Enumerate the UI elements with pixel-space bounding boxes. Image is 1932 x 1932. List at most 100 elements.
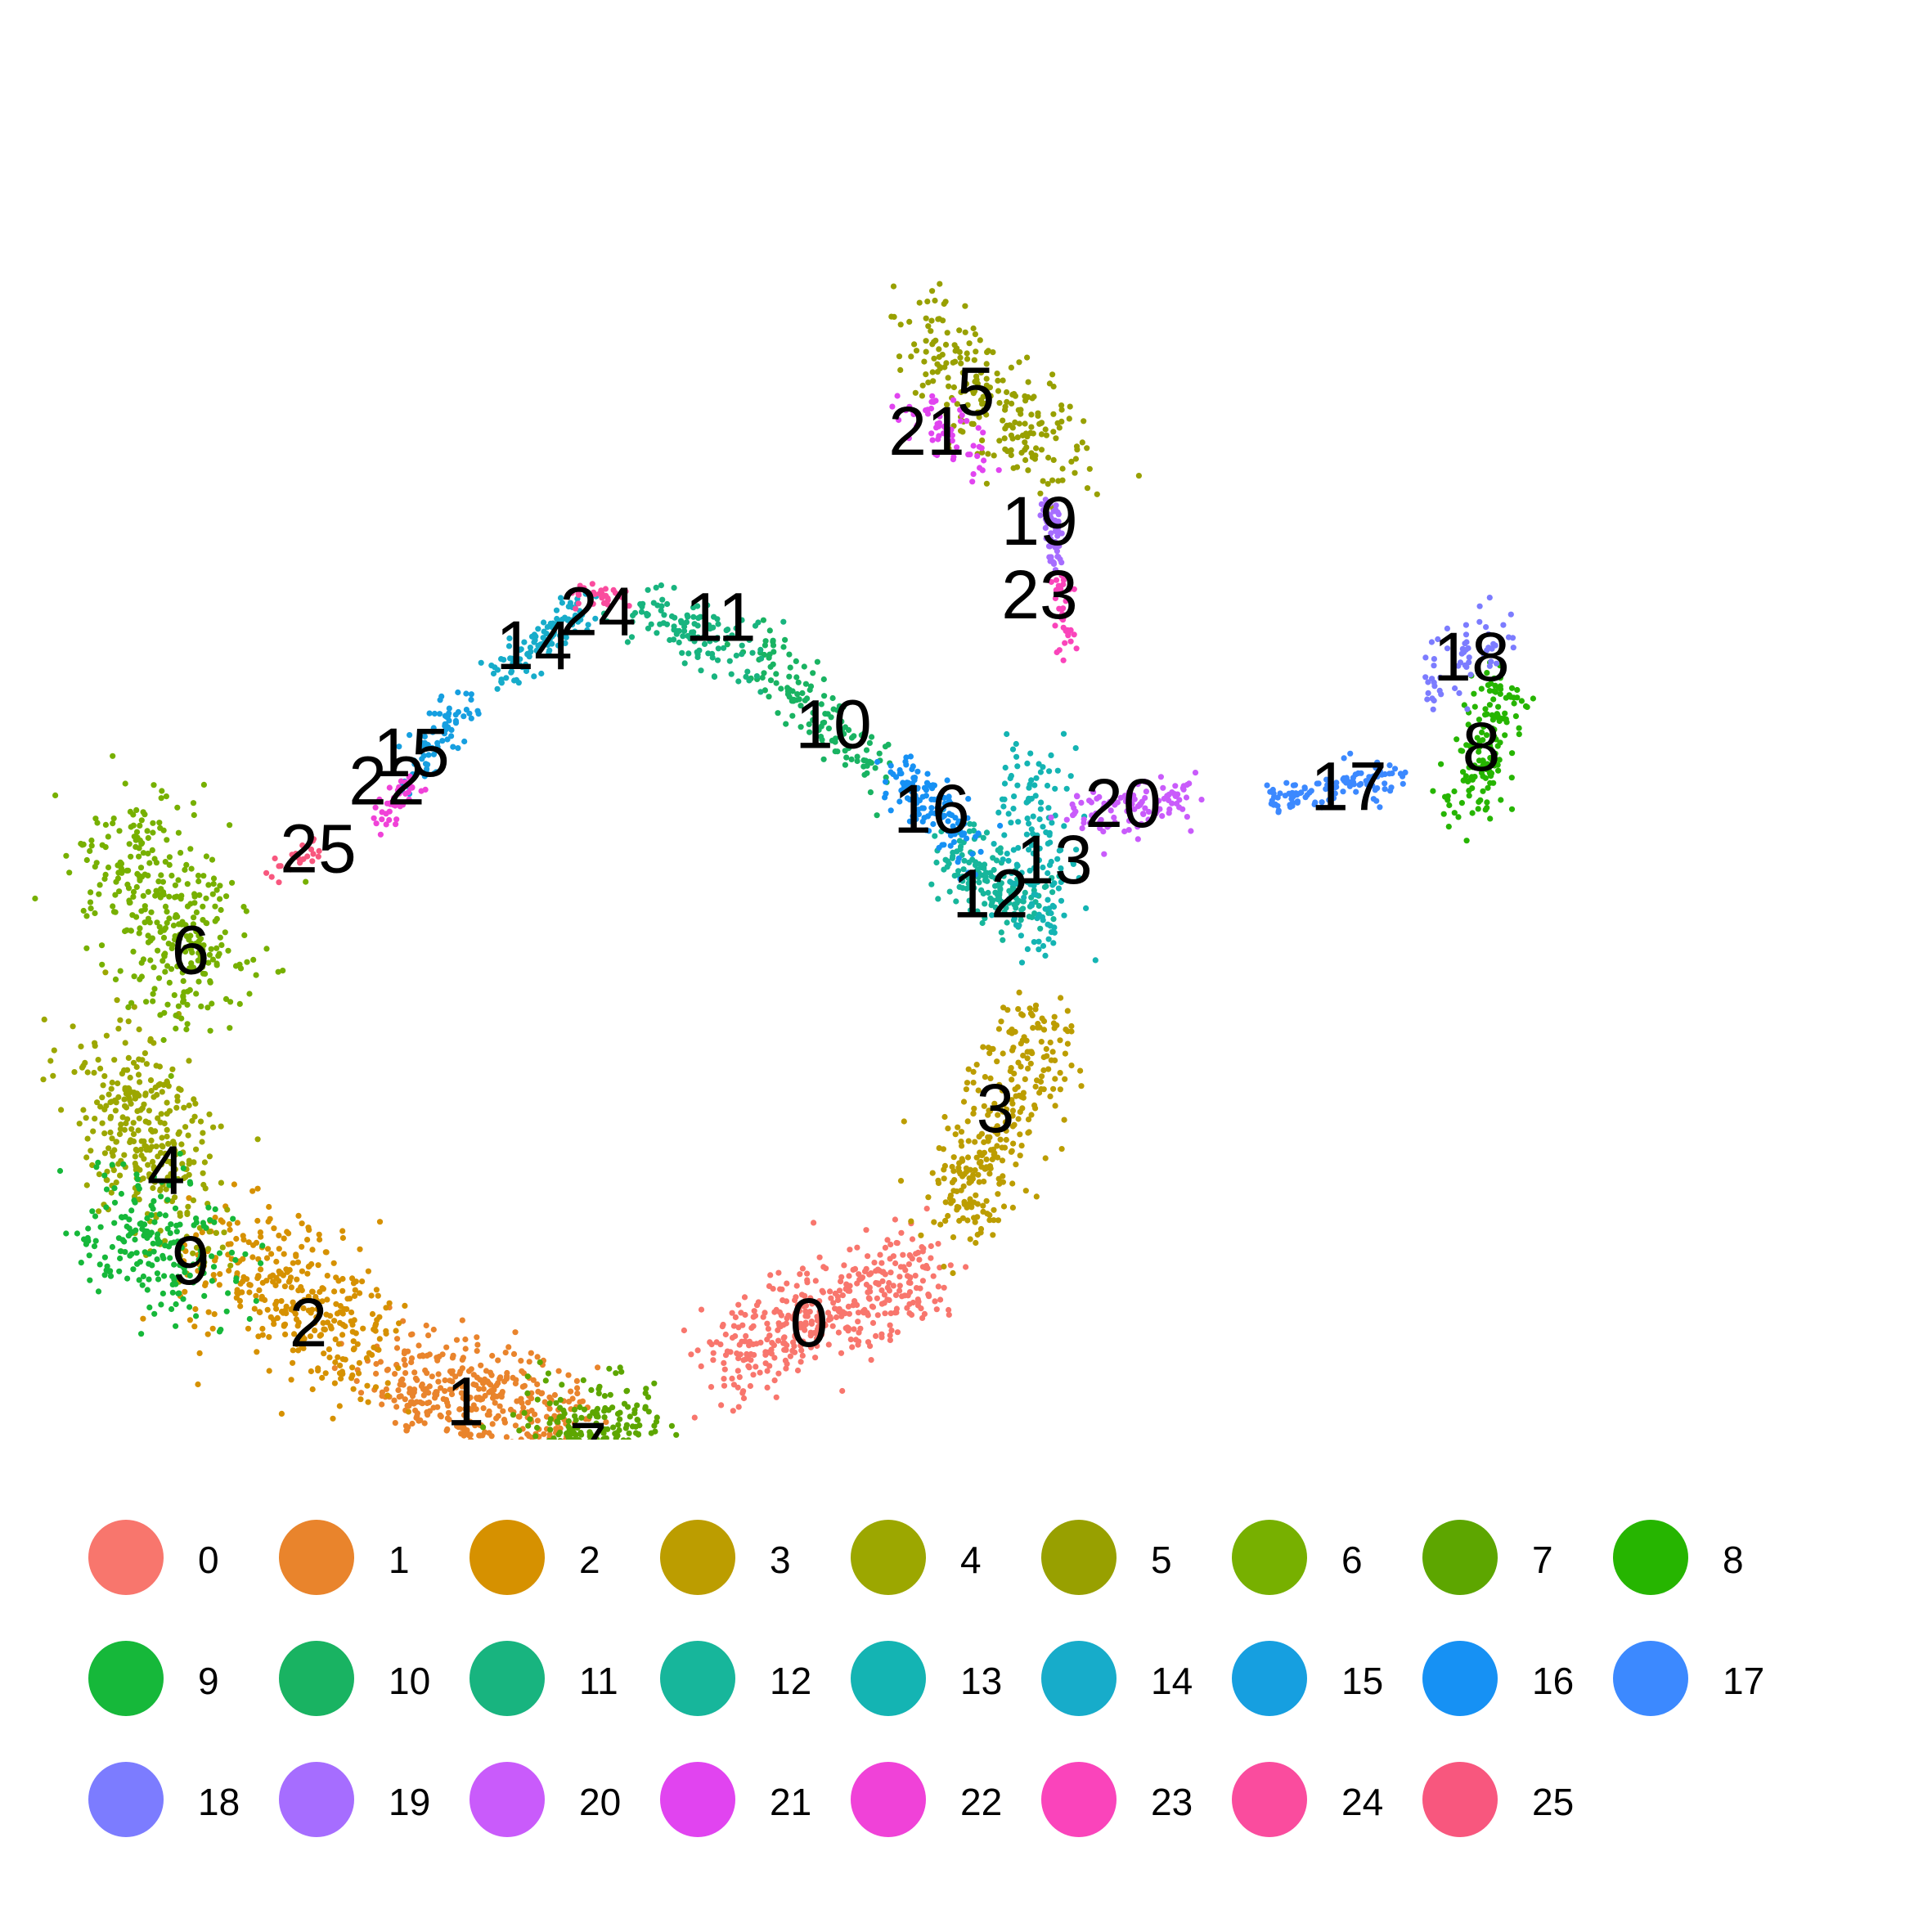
point-cluster-4 xyxy=(136,1115,142,1121)
point-cluster-6 xyxy=(180,977,186,984)
point-cluster-2 xyxy=(283,1303,290,1310)
point-cluster-4 xyxy=(168,1146,175,1152)
point-cluster-9 xyxy=(164,1225,171,1232)
point-cluster-3 xyxy=(1004,1007,1011,1013)
point-cluster-13 xyxy=(1061,912,1067,919)
point-cluster-6 xyxy=(187,846,194,852)
point-cluster-8 xyxy=(1475,806,1481,812)
point-cluster-1 xyxy=(521,1382,528,1389)
point-cluster-9 xyxy=(216,1328,223,1335)
point-cluster-7 xyxy=(595,1386,602,1392)
point-cluster-8 xyxy=(1492,682,1498,689)
point-cluster-8 xyxy=(1491,726,1498,733)
point-cluster-0 xyxy=(771,1377,778,1384)
point-cluster-11 xyxy=(726,658,733,664)
point-cluster-9 xyxy=(78,1260,84,1266)
legend-label: 2 xyxy=(579,1539,600,1581)
point-cluster-1 xyxy=(532,1411,538,1418)
point-cluster-6 xyxy=(83,945,90,951)
point-cluster-3 xyxy=(973,1192,979,1198)
point-cluster-13 xyxy=(1004,730,1010,738)
point-cluster-4 xyxy=(185,1203,191,1210)
point-cluster-10 xyxy=(760,617,767,623)
point-cluster-2 xyxy=(273,1258,280,1265)
point-cluster-4 xyxy=(119,1071,125,1077)
point-cluster-4 xyxy=(157,1081,164,1087)
point-cluster-0 xyxy=(784,1342,790,1349)
point-cluster-3 xyxy=(1009,1108,1016,1114)
point-cluster-3 xyxy=(1017,1131,1023,1138)
point-cluster-9 xyxy=(155,1231,161,1238)
point-cluster-3 xyxy=(973,1239,979,1247)
point-cluster-3 xyxy=(983,1197,990,1204)
point-cluster-5 xyxy=(974,409,981,416)
point-cluster-7 xyxy=(588,1386,595,1393)
point-cluster-6 xyxy=(176,921,182,928)
point-cluster-6 xyxy=(133,806,140,814)
point-cluster-0 xyxy=(771,1342,778,1349)
point-cluster-2 xyxy=(290,1299,296,1305)
point-cluster-0 xyxy=(839,1292,846,1299)
point-cluster-2 xyxy=(276,1232,282,1239)
point-cluster-5 xyxy=(985,451,991,457)
point-cluster-3 xyxy=(986,1170,993,1177)
point-cluster-10 xyxy=(790,696,797,703)
point-cluster-1 xyxy=(492,1400,498,1406)
point-cluster-5 xyxy=(977,370,985,376)
point-cluster-0 xyxy=(735,1301,742,1308)
point-cluster-3 xyxy=(1019,1012,1026,1018)
point-cluster-3 xyxy=(941,1166,947,1173)
point-cluster-1 xyxy=(392,1371,398,1377)
point-cluster-10 xyxy=(829,694,836,702)
point-cluster-5 xyxy=(931,355,937,362)
point-cluster-12 xyxy=(985,889,991,896)
point-cluster-2 xyxy=(342,1356,348,1363)
point-cluster-9 xyxy=(210,1264,218,1270)
point-cluster-12 xyxy=(1050,916,1057,923)
point-cluster-20 xyxy=(1198,797,1205,803)
point-cluster-8 xyxy=(1461,702,1467,708)
cluster-label-8: 8 xyxy=(1462,708,1501,785)
point-cluster-3 xyxy=(1034,1077,1040,1084)
legend-label: 0 xyxy=(198,1539,219,1581)
point-cluster-0 xyxy=(797,1271,803,1278)
point-cluster-6 xyxy=(241,932,248,938)
point-cluster-10 xyxy=(786,686,793,693)
point-cluster-0 xyxy=(775,1320,782,1327)
point-cluster-0 xyxy=(892,1260,899,1267)
point-cluster-0 xyxy=(743,1332,749,1339)
point-cluster-11 xyxy=(721,645,727,651)
point-cluster-9 xyxy=(200,1269,207,1276)
point-cluster-11 xyxy=(661,612,667,618)
point-cluster-6 xyxy=(173,1012,179,1019)
point-cluster-7 xyxy=(654,1414,660,1421)
point-cluster-1 xyxy=(518,1358,524,1364)
point-cluster-0 xyxy=(879,1278,886,1284)
point-cluster-5 xyxy=(921,358,928,365)
point-cluster-13 xyxy=(1027,781,1033,788)
point-cluster-8 xyxy=(1438,761,1445,767)
point-cluster-0 xyxy=(906,1301,913,1307)
point-cluster-3 xyxy=(981,1139,987,1145)
point-cluster-2 xyxy=(339,1234,346,1242)
point-cluster-2 xyxy=(249,1188,256,1194)
point-cluster-2 xyxy=(321,1350,327,1357)
point-cluster-4 xyxy=(151,1040,157,1046)
point-cluster-13 xyxy=(995,809,1002,816)
point-cluster-1 xyxy=(430,1404,437,1411)
point-cluster-9 xyxy=(101,1172,108,1179)
point-cluster-5 xyxy=(1059,465,1066,472)
point-cluster-17 xyxy=(1304,792,1310,798)
point-cluster-3 xyxy=(1040,1018,1048,1025)
point-cluster-10 xyxy=(787,664,793,671)
point-cluster-6 xyxy=(195,872,202,879)
point-cluster-12 xyxy=(980,834,986,841)
point-cluster-13 xyxy=(1054,856,1061,862)
point-cluster-1 xyxy=(402,1362,408,1368)
point-cluster-11 xyxy=(658,607,664,614)
cluster-label-25: 25 xyxy=(280,810,356,887)
point-cluster-0 xyxy=(902,1267,909,1274)
point-cluster-9 xyxy=(132,1236,138,1243)
point-cluster-6 xyxy=(263,946,270,952)
point-cluster-11 xyxy=(645,586,651,593)
